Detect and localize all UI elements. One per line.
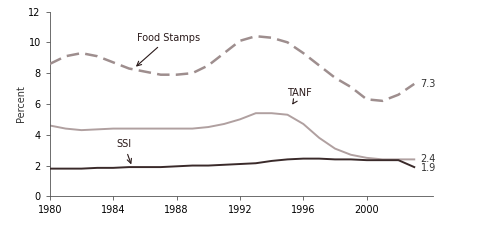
Text: SSI: SSI — [117, 139, 131, 163]
Text: TANF: TANF — [287, 88, 312, 104]
Text: 2.4: 2.4 — [421, 154, 436, 164]
Text: 1.9: 1.9 — [421, 163, 436, 173]
Y-axis label: Percent: Percent — [15, 85, 25, 122]
Text: Food Stamps: Food Stamps — [137, 33, 200, 66]
Text: 7.3: 7.3 — [421, 79, 436, 89]
